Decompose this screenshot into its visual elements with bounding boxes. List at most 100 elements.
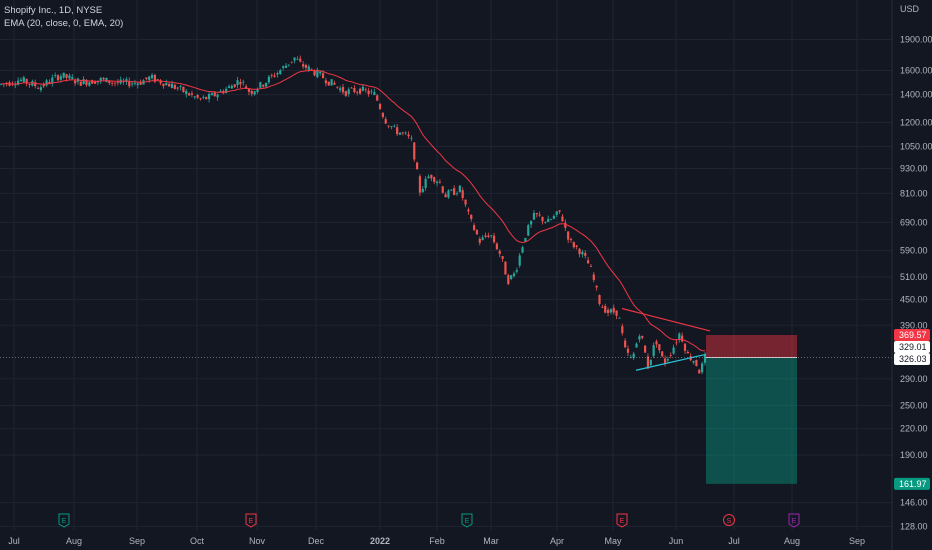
candlesticks xyxy=(0,55,707,375)
candle xyxy=(435,180,439,187)
candle xyxy=(176,86,179,91)
svg-text:369.57: 369.57 xyxy=(899,330,927,340)
y-tick-label: 390.00 xyxy=(900,320,928,330)
candle xyxy=(185,88,188,98)
candle xyxy=(492,232,496,244)
candle xyxy=(42,82,45,89)
candle xyxy=(230,84,233,89)
candle xyxy=(624,338,627,349)
candle xyxy=(179,84,182,91)
symbol-title[interactable]: Shopify Inc., 1D, NYSE xyxy=(4,5,103,16)
earnings-event-icon[interactable]: E xyxy=(788,513,800,528)
candle xyxy=(538,211,541,217)
price-tags: 369.57 329.01 326.03 161.97 xyxy=(894,328,930,490)
candle xyxy=(165,79,168,86)
trendline[interactable] xyxy=(621,307,711,332)
candle xyxy=(484,232,487,239)
svg-text:E: E xyxy=(620,518,625,525)
candle xyxy=(276,71,279,78)
candle xyxy=(569,237,573,243)
candle xyxy=(598,294,601,306)
short-position-tool[interactable] xyxy=(706,334,797,484)
candle xyxy=(376,94,379,102)
candle xyxy=(247,87,251,96)
candle xyxy=(458,185,461,193)
candle xyxy=(336,86,339,89)
earnings-event-icon[interactable]: E xyxy=(461,513,473,528)
candle xyxy=(199,97,202,101)
candle xyxy=(19,77,23,82)
y-tick-label: 290.00 xyxy=(900,374,928,384)
indicator-title[interactable]: EMA (20, close, 0, EMA, 20) xyxy=(4,18,124,29)
candle xyxy=(216,93,219,101)
candle xyxy=(79,81,82,86)
stop-zone[interactable] xyxy=(706,334,797,358)
earnings-event-icon[interactable]: E xyxy=(245,513,257,528)
candle xyxy=(635,342,638,348)
x-tick-label: Oct xyxy=(190,536,205,546)
candle xyxy=(128,77,131,89)
candle xyxy=(549,218,553,221)
candle xyxy=(319,70,322,76)
candle xyxy=(262,84,265,88)
candle xyxy=(242,79,245,86)
candle xyxy=(666,356,669,363)
candle xyxy=(453,185,456,196)
candle xyxy=(339,85,342,93)
candle xyxy=(473,223,476,232)
svg-text:329.01: 329.01 xyxy=(899,342,927,352)
candle xyxy=(210,91,213,96)
candle xyxy=(367,87,370,97)
candle xyxy=(273,72,276,78)
candle xyxy=(196,93,199,99)
candle xyxy=(589,263,593,268)
target-zone[interactable] xyxy=(706,357,797,484)
candle xyxy=(233,84,236,89)
candle xyxy=(182,86,185,93)
svg-text:S: S xyxy=(727,518,732,525)
candle xyxy=(512,271,516,278)
candle xyxy=(378,103,382,110)
price-axis[interactable]: 1900.00 1600.00 1400.00 1200.00 1050.00 930.0… xyxy=(891,0,932,550)
candle xyxy=(498,249,501,258)
grid xyxy=(0,0,892,530)
candle xyxy=(421,185,424,193)
candle xyxy=(205,96,208,100)
candle xyxy=(655,339,658,348)
candle xyxy=(173,83,176,90)
candle xyxy=(190,90,194,98)
candle xyxy=(45,78,48,87)
candle xyxy=(14,81,17,89)
candle xyxy=(507,273,510,286)
candle xyxy=(227,84,231,89)
earnings-event-icon[interactable]: E xyxy=(616,513,628,528)
candle xyxy=(644,345,647,353)
candle xyxy=(592,271,595,283)
y-tick-label: 220.00 xyxy=(900,424,928,434)
candle xyxy=(686,349,689,354)
candle xyxy=(398,132,402,136)
x-tick-label: Nov xyxy=(249,536,266,546)
earnings-event-icon[interactable]: E xyxy=(58,513,70,528)
candle xyxy=(327,81,330,86)
candle xyxy=(564,219,567,231)
chart-legend[interactable]: Shopify Inc., 1D, NYSE EMA (20, close, 0… xyxy=(4,4,123,30)
candle xyxy=(521,245,524,254)
candle xyxy=(330,79,333,86)
time-axis[interactable]: Jul Aug Sep Oct Nov Dec 2022 Feb Mar Apr May Jun Jul… xyxy=(8,536,865,546)
candle xyxy=(119,76,122,85)
price-tag: 329.01 xyxy=(894,340,930,353)
x-tick-label: Jul xyxy=(728,536,740,546)
candle xyxy=(136,81,139,89)
candle xyxy=(433,176,436,185)
candle xyxy=(464,199,467,208)
candle xyxy=(595,285,598,291)
trendlines[interactable] xyxy=(621,307,711,371)
candle xyxy=(108,80,111,86)
split-event-icon[interactable]: S xyxy=(723,514,735,526)
candle xyxy=(532,209,536,220)
trendline[interactable] xyxy=(635,353,707,371)
candle xyxy=(418,174,422,196)
